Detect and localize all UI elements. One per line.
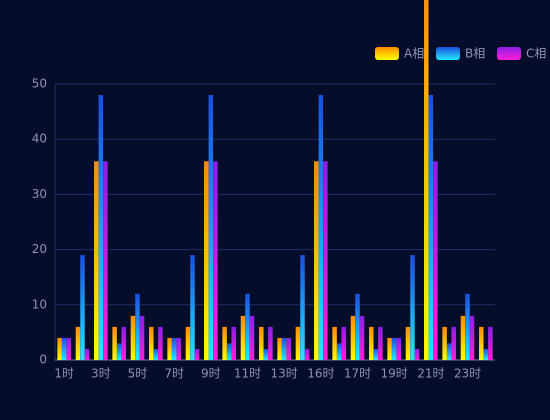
y-tick-label: 20 (32, 242, 47, 256)
bar (410, 255, 415, 360)
bar (483, 348, 489, 360)
x-tick-label: 19时 (381, 367, 408, 381)
bar (469, 315, 475, 360)
x-tick-label: 16时 (307, 367, 334, 381)
bar (378, 326, 383, 360)
bar (355, 293, 360, 360)
bar (80, 255, 85, 360)
bar (369, 326, 374, 360)
y-tick-label: 50 (32, 77, 47, 91)
bar (373, 348, 379, 360)
bar (84, 348, 90, 360)
bar (268, 326, 273, 360)
bar (451, 326, 456, 360)
bar (75, 326, 81, 360)
bar (286, 337, 291, 360)
x-tick-label: 3时 (91, 367, 111, 381)
bar (139, 315, 145, 360)
bar (465, 293, 470, 360)
x-tick-label: 11时 (234, 367, 261, 381)
bar (249, 315, 255, 360)
bar (226, 343, 232, 360)
bar (350, 315, 356, 360)
bar (259, 326, 264, 360)
bar (359, 315, 365, 360)
legend-swatch (497, 47, 521, 60)
bar (121, 326, 126, 360)
bar (158, 326, 163, 360)
bar (488, 326, 493, 360)
bar (341, 326, 346, 360)
bar (318, 95, 324, 360)
bar (428, 95, 434, 360)
bar (167, 337, 172, 360)
legend-swatch (436, 47, 460, 60)
bar (442, 326, 447, 360)
bar (66, 337, 71, 360)
x-tick-label: 21时 (417, 367, 444, 381)
bar (314, 161, 319, 360)
y-tick-label: 30 (32, 187, 47, 201)
bar (98, 95, 104, 360)
bar (479, 326, 484, 360)
bar (240, 315, 246, 360)
bar (405, 326, 411, 360)
bar (387, 337, 392, 360)
bar (213, 161, 218, 360)
x-tick-label: 7时 (164, 367, 184, 381)
bar (304, 348, 310, 360)
bar (194, 348, 200, 360)
bar (171, 337, 177, 360)
bar (204, 161, 209, 360)
bar (332, 326, 337, 360)
legend-label: B相 (465, 47, 485, 61)
bar (208, 95, 214, 360)
bar (153, 348, 159, 360)
bar (135, 293, 140, 360)
bar (323, 161, 328, 360)
bar (460, 315, 466, 360)
bar (112, 326, 117, 360)
bar (281, 337, 287, 360)
legend-label: A相 (404, 47, 424, 61)
x-tick-label: 5时 (128, 367, 148, 381)
y-tick-label: 0 (39, 353, 47, 367)
bar (446, 343, 452, 360)
bar (130, 315, 136, 360)
bar (336, 343, 342, 360)
bar (277, 337, 282, 360)
bar (295, 326, 301, 360)
x-tick-label: 23时 (454, 367, 481, 381)
bar (414, 348, 420, 360)
legend-label: C相 (526, 47, 546, 61)
bar (116, 343, 122, 360)
bar (424, 0, 429, 360)
bar (245, 293, 250, 360)
bar (176, 337, 181, 360)
bar (231, 326, 236, 360)
bar (396, 337, 401, 360)
bar (61, 337, 67, 360)
x-tick-label: 9时 (201, 367, 221, 381)
bar (222, 326, 227, 360)
bar (300, 255, 305, 360)
x-tick-label: 13时 (271, 367, 298, 381)
y-tick-label: 40 (32, 132, 47, 146)
legend-swatch (375, 47, 399, 60)
bar (57, 337, 62, 360)
bar (190, 255, 195, 360)
bar (433, 161, 438, 360)
bar (103, 161, 108, 360)
bar (263, 348, 269, 360)
bar (391, 337, 397, 360)
bar (185, 326, 191, 360)
x-tick-label: 1时 (54, 367, 74, 381)
x-tick-label: 17时 (344, 367, 371, 381)
bar (149, 326, 154, 360)
bar (94, 161, 99, 360)
y-tick-label: 10 (32, 297, 47, 311)
